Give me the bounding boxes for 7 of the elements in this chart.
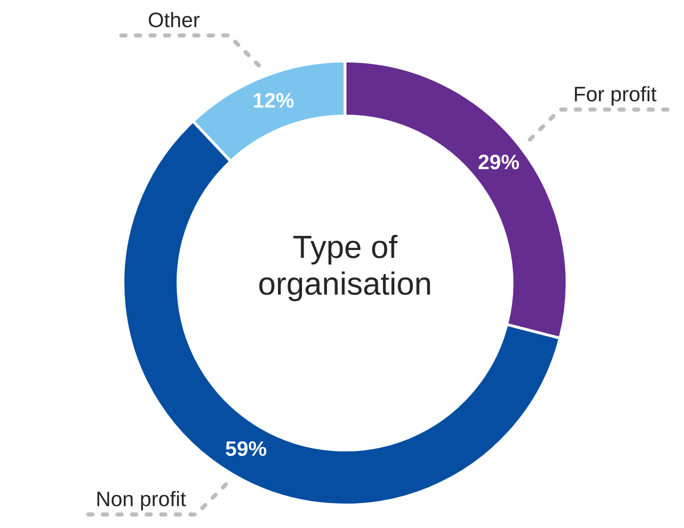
slice-label: Non profit bbox=[97, 490, 186, 510]
data-label: 59% bbox=[226, 441, 266, 456]
data-label: 29% bbox=[478, 154, 519, 170]
data-label: 12% bbox=[254, 93, 294, 108]
text: Type of organisation bbox=[259, 234, 430, 302]
slice-label: For profit bbox=[574, 86, 656, 106]
slice-label: Other bbox=[148, 12, 200, 28]
